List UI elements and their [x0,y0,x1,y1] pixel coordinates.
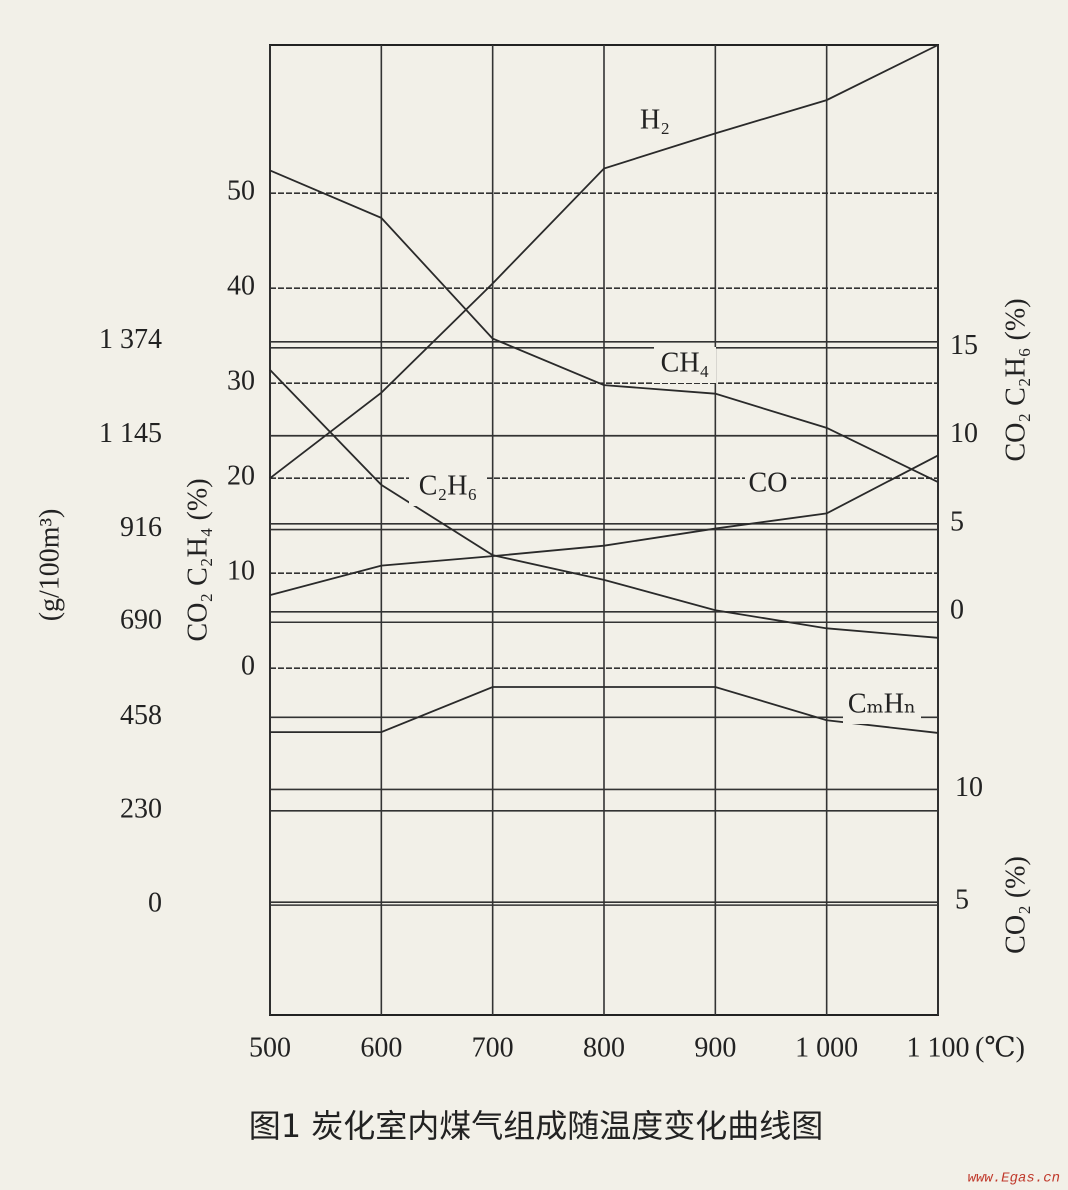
y4-tick-label: 5 [955,885,969,916]
series-line [270,686,939,734]
y3-tick-label: 15 [950,330,978,361]
watermark: www.Egas.cn [968,1171,1060,1187]
series-line [269,369,939,639]
y-tick-label: 40 [227,271,255,302]
y-tick-label: 10 [227,556,255,587]
legend-label: H₂ [640,104,670,135]
y2-tick-label: 0 [148,888,162,919]
x-tick-label: 1 100 [907,1032,970,1063]
y3-tick-label: 0 [950,594,964,625]
y2-tick-label: 1 145 [99,418,162,449]
legend-label: C₂H₆ [419,470,477,501]
legend-label: CₘHₙ [848,688,916,719]
y3-axis-label: CO₂ C₂H₆ (%) [1000,298,1031,461]
y4-tick-label: 10 [955,772,983,803]
legend-bg [654,347,716,383]
y-tick-label: 50 [227,176,255,207]
y2-tick-label: 916 [120,512,162,543]
legend-label: CH₄ [661,347,710,378]
y2-tick-label: 458 [120,700,162,731]
chart-title: 图1 炭化室内煤气组成随温度变化曲线图 [249,1107,824,1145]
legend-bg [843,688,921,724]
x-tick-label: 500 [249,1032,291,1063]
y2-tick-label: 1 374 [99,324,162,355]
x-tick-label: 700 [472,1032,514,1063]
series-line [269,44,939,479]
y-tick-label: 0 [241,651,255,682]
y-tick-label: 30 [227,366,255,397]
y2-tick-label: 230 [120,793,162,824]
x-tick-label: 900 [694,1032,736,1063]
x-tick-label: 600 [360,1032,402,1063]
x-tick-label: 1 000 [795,1032,858,1063]
legend-bg [745,467,791,503]
series-line [269,169,939,483]
y3-tick-label: 10 [950,418,978,449]
legend-bg [409,470,487,506]
y3-tick-label: 5 [950,506,964,537]
y2-tick-label: 690 [120,605,162,636]
legend-bg [632,104,678,140]
series-line [269,454,939,596]
x-tick-label: 800 [583,1032,625,1063]
y-tick-label: 20 [227,461,255,492]
legend-label: CO [749,467,788,498]
x-unit: (℃) [975,1032,1025,1063]
y4-axis-label: CO₂ (%) [1000,856,1031,954]
y-axis-label: CO₂ C₂H₄ (%) [182,478,213,641]
y2-axis-label: (g/100m³) [34,509,65,622]
